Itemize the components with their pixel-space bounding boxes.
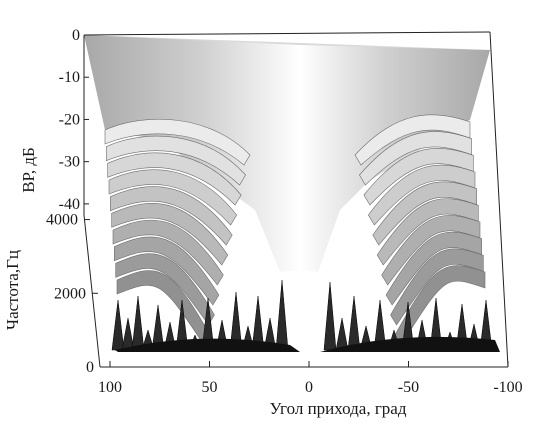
y-axis-title: Частота,Гц [3,250,22,330]
x-axis-title: Угол прихода, град [269,399,406,418]
z-tick-label: -30 [59,154,80,171]
sidelobe-spike [275,279,289,351]
ridge-left [104,118,251,166]
ridge-right [376,198,479,266]
ridge-left [111,203,229,266]
surface-floor [115,336,500,352]
x-tick-label: -100 [493,379,522,396]
ridge-right [390,248,484,326]
sidelobe-spike [111,299,125,351]
ridge-right [381,215,481,286]
ridge-right [359,131,472,186]
ridge-left [108,169,238,226]
sidelobe-spike [323,281,337,351]
surface-ridges [104,114,486,346]
z-axis-ticks: 0 -10 -20 -30 -40 [59,27,89,213]
x-tick-label: 50 [202,379,218,396]
y-axis-ticks: 0 2000 4000 [46,212,106,376]
z-tick-label: -20 [59,111,80,128]
sidelobe-spike [121,317,135,351]
sidelobe-spike [347,295,361,351]
sidelobe-spike [131,295,145,351]
z-tick-label: 0 [72,27,80,44]
x-axis-ticks: 100 50 0 -50 -100 [98,361,523,396]
ridge-right [372,181,477,246]
z-tick-label: -40 [59,196,80,213]
sidelobe-spike [335,317,349,351]
surface-sidelobe-spikes [111,279,500,352]
ridge-left [112,219,224,286]
x-tick-label: 100 [98,379,122,396]
ridge-right [354,114,471,166]
ridge-right [367,164,476,226]
y-tick-label: 4000 [46,212,78,229]
ridge-left [110,186,233,246]
ridge-left [106,135,246,186]
x-tick-label: 0 [305,379,313,396]
z-tick-label: -10 [59,69,80,86]
back-top-line [83,31,491,36]
y-axis-line [83,214,101,368]
back-right-line [489,31,509,368]
ridge-right [385,231,482,306]
ridge-left [107,152,242,206]
ridge-right [363,148,474,206]
ridge-left [114,236,220,306]
y-tick-label: 2000 [54,285,86,302]
z-axis-title: ВР, дБ [19,147,38,193]
axes-box [83,31,509,368]
y-tick-label: 0 [86,359,94,376]
x-tick-label: -50 [398,379,419,396]
surface-right-wing [300,45,490,272]
